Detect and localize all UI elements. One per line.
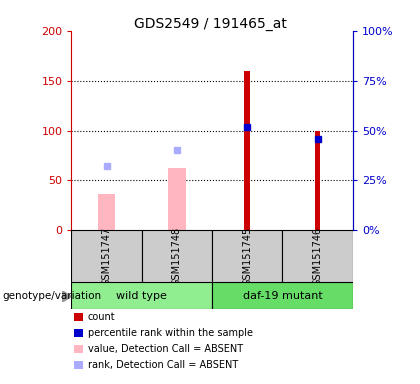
Bar xyxy=(168,167,186,230)
Text: GSM151746: GSM151746 xyxy=(312,227,323,286)
Bar xyxy=(98,194,116,230)
Bar xyxy=(71,282,212,309)
Text: wild type: wild type xyxy=(116,291,167,301)
Polygon shape xyxy=(62,291,71,302)
Bar xyxy=(282,230,353,282)
Bar xyxy=(142,230,212,282)
Text: daf-19 mutant: daf-19 mutant xyxy=(243,291,322,301)
Text: GSM151745: GSM151745 xyxy=(242,227,252,286)
Bar xyxy=(71,230,142,282)
Text: percentile rank within the sample: percentile rank within the sample xyxy=(88,328,253,338)
Bar xyxy=(315,131,320,230)
Bar xyxy=(212,230,282,282)
Text: GDS2549 / 191465_at: GDS2549 / 191465_at xyxy=(134,17,286,31)
Text: value, Detection Call = ABSENT: value, Detection Call = ABSENT xyxy=(88,344,243,354)
Text: GSM151748: GSM151748 xyxy=(172,227,182,286)
Bar xyxy=(212,282,353,309)
Text: count: count xyxy=(88,312,116,322)
Text: GSM151747: GSM151747 xyxy=(102,227,112,286)
Text: rank, Detection Call = ABSENT: rank, Detection Call = ABSENT xyxy=(88,360,238,370)
Bar xyxy=(244,71,250,230)
Text: genotype/variation: genotype/variation xyxy=(2,291,101,301)
